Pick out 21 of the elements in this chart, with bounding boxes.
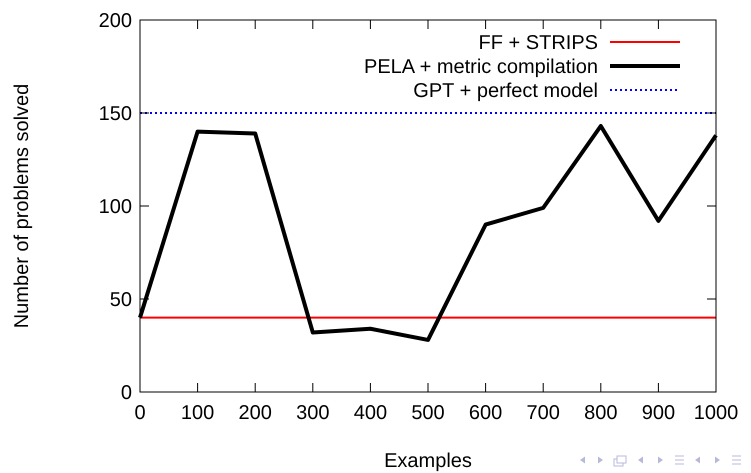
x-tick-label: 0 <box>134 402 146 424</box>
x-axis-title: Examples <box>384 450 472 472</box>
x-tick-label: 300 <box>296 402 330 424</box>
x-tick-label: 600 <box>468 402 502 424</box>
legend-label: PELA + metric compilation <box>364 56 598 78</box>
y-tick-label: 50 <box>110 289 132 311</box>
y-axis-title: Number of problems solved <box>11 84 33 328</box>
legend-label: GPT + perfect model <box>413 80 598 102</box>
x-tick-label: 700 <box>526 402 560 424</box>
y-tick-label: 100 <box>98 196 132 218</box>
x-tick-label: 400 <box>354 402 388 424</box>
x-tick-label: 500 <box>411 402 445 424</box>
y-tick-label: 0 <box>120 382 132 404</box>
x-tick-label: 200 <box>238 402 272 424</box>
y-tick-label: 200 <box>98 10 132 32</box>
y-tick-label: 150 <box>98 103 132 125</box>
legend-label: FF + STRIPS <box>478 32 598 54</box>
x-tick-label: 800 <box>584 402 618 424</box>
x-tick-label: 900 <box>642 402 676 424</box>
x-tick-label: 100 <box>180 402 214 424</box>
x-tick-label: 1000 <box>694 402 738 424</box>
